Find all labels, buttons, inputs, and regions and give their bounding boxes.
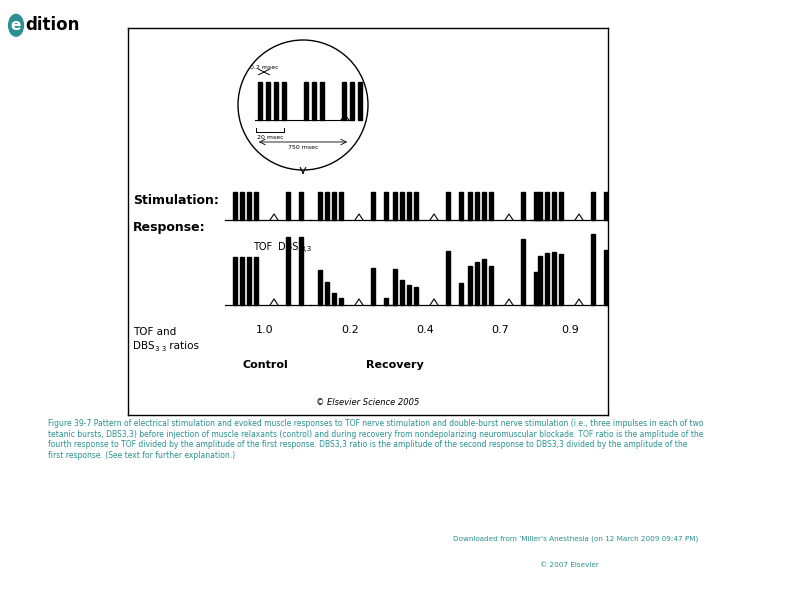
Bar [489, 192, 493, 220]
Bar [247, 192, 251, 220]
Bar [326, 192, 329, 220]
Text: Response:: Response: [133, 221, 206, 233]
Text: 750 msec: 750 msec [287, 145, 318, 150]
Bar [341, 82, 346, 120]
Text: 0.9: 0.9 [561, 325, 579, 335]
Bar [384, 298, 388, 305]
Bar [591, 233, 596, 305]
Bar [339, 192, 343, 220]
Bar [233, 258, 237, 305]
Bar [254, 192, 258, 220]
Bar [534, 192, 538, 220]
Text: ratios: ratios [166, 341, 199, 351]
Bar [241, 258, 244, 305]
Text: 20 msec: 20 msec [256, 135, 283, 140]
Text: e: e [11, 18, 21, 33]
Bar [274, 82, 278, 120]
Circle shape [8, 14, 24, 37]
Text: Control: Control [242, 360, 288, 370]
Bar [559, 254, 563, 305]
Text: Recovery: Recovery [366, 360, 424, 370]
Bar [254, 258, 258, 305]
Text: 0.4: 0.4 [416, 325, 434, 335]
Bar [282, 82, 287, 120]
Text: 0.7: 0.7 [491, 325, 509, 335]
Text: © Elsevier Science 2005: © Elsevier Science 2005 [316, 398, 420, 407]
Text: Stimulation:: Stimulation: [133, 195, 219, 208]
Bar [247, 258, 251, 305]
Bar [241, 192, 244, 220]
Bar [538, 256, 542, 305]
Bar [349, 82, 354, 120]
Bar [545, 192, 549, 220]
Text: TOF: TOF [253, 242, 272, 252]
Bar [459, 283, 463, 305]
Bar [358, 82, 362, 120]
Text: 0.2: 0.2 [341, 325, 359, 335]
Bar [320, 82, 324, 120]
Bar [312, 82, 316, 120]
Text: 3,3: 3,3 [300, 246, 311, 252]
Bar [553, 192, 556, 220]
Bar [332, 192, 336, 220]
Bar [393, 269, 397, 305]
Bar [407, 192, 410, 220]
Bar [400, 280, 404, 305]
Bar [339, 298, 343, 305]
Bar [591, 192, 596, 220]
Bar [393, 192, 397, 220]
Bar [258, 82, 262, 120]
Bar [468, 192, 472, 220]
Bar [286, 237, 291, 305]
Bar [476, 262, 479, 305]
Bar [407, 285, 410, 305]
Bar [318, 270, 322, 305]
Bar [482, 192, 486, 220]
Bar [299, 237, 303, 305]
Bar [459, 192, 463, 220]
Bar [482, 259, 486, 305]
Bar [521, 192, 526, 220]
Bar [476, 192, 479, 220]
Bar [545, 253, 549, 305]
Text: 0.2 msec: 0.2 msec [249, 65, 279, 70]
Text: 1.0: 1.0 [256, 325, 274, 335]
Bar [414, 287, 418, 305]
Bar [299, 192, 303, 220]
Text: Figure 39-7 Pattern of electrical stimulation and evoked muscle responses to TOF: Figure 39-7 Pattern of electrical stimul… [48, 419, 703, 460]
Bar [371, 268, 376, 305]
Text: 3 3: 3 3 [155, 346, 166, 352]
Bar [384, 192, 388, 220]
Bar [318, 192, 322, 220]
Bar [266, 82, 270, 120]
Text: DBS: DBS [133, 341, 155, 351]
Bar [286, 192, 291, 220]
Text: dition: dition [25, 16, 80, 35]
Bar [233, 192, 237, 220]
Bar [521, 239, 526, 305]
Text: © 2007 Elsevier: © 2007 Elsevier [540, 562, 599, 568]
Bar [414, 192, 418, 220]
Text: TOF and: TOF and [133, 327, 176, 337]
Bar [304, 82, 308, 120]
Text: Downloaded from 'Miller's Anesthesia (on 12 March 2009 09:47 PM): Downloaded from 'Miller's Anesthesia (on… [453, 536, 698, 542]
Bar [400, 192, 404, 220]
Bar [534, 272, 538, 305]
Bar [326, 282, 329, 305]
Bar [559, 192, 563, 220]
Bar [371, 192, 376, 220]
Bar [445, 251, 450, 305]
Bar [468, 266, 472, 305]
Bar [489, 266, 493, 305]
Bar [538, 192, 542, 220]
Bar [332, 293, 336, 305]
Bar [603, 192, 608, 220]
Bar [603, 250, 608, 305]
Bar [445, 192, 450, 220]
Text: DBS: DBS [278, 242, 299, 252]
Bar [553, 252, 556, 305]
